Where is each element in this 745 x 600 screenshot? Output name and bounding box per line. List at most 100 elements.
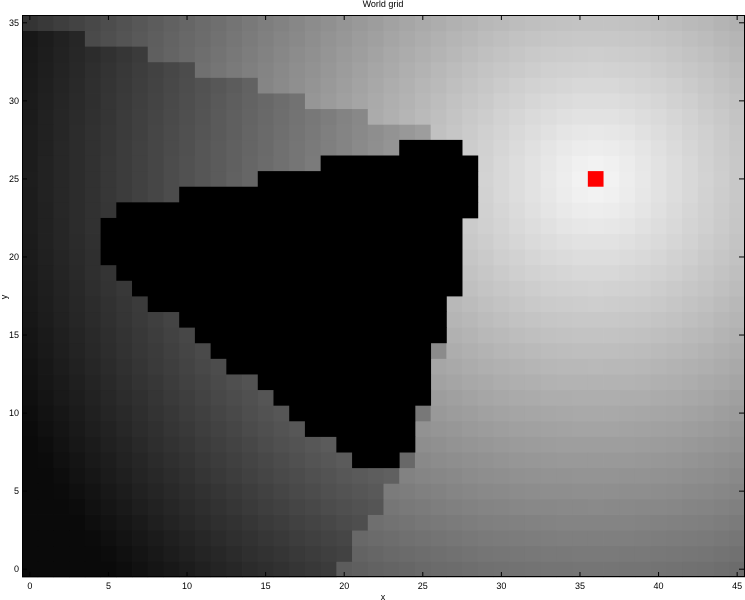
heatmap-cell <box>729 374 745 391</box>
x-tick-label: 40 <box>654 581 664 591</box>
heatmap-cell <box>572 342 589 359</box>
heatmap-cell <box>147 327 164 344</box>
heatmap-cell <box>53 93 70 110</box>
heatmap-cell <box>37 171 54 188</box>
heatmap-cell <box>383 467 400 484</box>
heatmap-cell <box>69 93 86 110</box>
heatmap-cell <box>210 514 227 531</box>
heatmap-cell <box>179 561 196 578</box>
heatmap-cell <box>163 77 180 94</box>
heatmap-cell <box>603 77 620 94</box>
heatmap-cell <box>210 46 227 63</box>
x-tick-label: 0 <box>27 581 32 591</box>
heatmap-cell <box>446 358 463 375</box>
heatmap-cell <box>493 233 510 250</box>
heatmap-cell <box>650 405 667 422</box>
heatmap-cell <box>383 93 400 110</box>
heatmap-cell <box>619 61 636 78</box>
heatmap-cell <box>37 77 54 94</box>
heatmap-cell <box>163 452 180 469</box>
heatmap-cell <box>53 30 70 47</box>
heatmap-cell <box>509 389 526 406</box>
heatmap-cell <box>713 467 730 484</box>
heatmap-cell <box>69 233 86 250</box>
heatmap-cell <box>53 296 70 313</box>
heatmap-cell <box>509 483 526 500</box>
heatmap-cell <box>587 280 604 297</box>
heatmap-cell <box>37 545 54 562</box>
heatmap-cell <box>713 545 730 562</box>
heatmap-cell <box>634 358 652 375</box>
heatmap-cell <box>367 30 384 47</box>
heatmap-cell <box>53 46 70 63</box>
heatmap-cell <box>462 30 479 47</box>
heatmap-cell <box>289 61 306 78</box>
heatmap-cell <box>666 358 683 375</box>
heatmap-cell <box>524 155 542 172</box>
heatmap-cell <box>210 545 227 562</box>
heatmap-cell <box>713 249 730 266</box>
x-axis-label: x <box>381 592 386 600</box>
heatmap-cell <box>619 545 636 562</box>
heatmap-cell <box>163 108 180 125</box>
heatmap-cell <box>634 545 652 562</box>
obstacle-row <box>273 389 432 406</box>
heatmap-cell <box>697 280 714 297</box>
heatmap-cell <box>100 186 117 203</box>
heatmap-cell <box>289 30 306 47</box>
heatmap-cell <box>37 452 54 469</box>
heatmap-cell <box>556 561 573 578</box>
heatmap-cell <box>572 545 589 562</box>
heatmap-cell <box>524 15 542 32</box>
heatmap-cell <box>22 498 39 515</box>
heatmap-cell <box>556 498 573 515</box>
heatmap-cell <box>556 296 573 313</box>
heatmap-cell <box>163 420 180 437</box>
heatmap-cell <box>540 186 557 203</box>
heatmap-cell <box>226 77 243 94</box>
heatmap-cell <box>399 124 416 141</box>
heatmap-cell <box>210 483 227 500</box>
heatmap-cell <box>619 139 636 156</box>
heatmap-cell <box>587 342 604 359</box>
heatmap-cell <box>22 483 39 500</box>
heatmap-cell <box>116 93 133 110</box>
heatmap-cell <box>336 93 353 110</box>
heatmap-cell <box>556 46 573 63</box>
heatmap-cell <box>493 514 510 531</box>
heatmap-cell <box>619 15 636 32</box>
heatmap-cell <box>163 186 180 203</box>
heatmap-cell <box>414 405 432 422</box>
heatmap-cell <box>587 108 604 125</box>
y-tick-label: 15 <box>9 330 19 340</box>
heatmap-cell <box>634 327 652 344</box>
heatmap-cell <box>352 93 369 110</box>
heatmap-cell <box>713 46 730 63</box>
heatmap-cell <box>367 514 384 531</box>
heatmap-cell <box>587 483 604 500</box>
heatmap-cell <box>603 217 620 234</box>
heatmap-cell <box>194 498 212 515</box>
heatmap-cell <box>587 405 604 422</box>
heatmap-cell <box>53 249 70 266</box>
heatmap-cell <box>53 327 70 344</box>
heatmap-cell <box>163 530 180 547</box>
heatmap-cell <box>729 452 745 469</box>
heatmap-cell <box>414 30 432 47</box>
heatmap-cell <box>399 514 416 531</box>
heatmap-cell <box>210 61 227 78</box>
heatmap-cell <box>682 280 699 297</box>
heatmap-cell <box>352 124 369 141</box>
target-marker <box>587 171 604 187</box>
heatmap-cell <box>320 545 337 562</box>
heatmap-cell <box>493 124 510 141</box>
heatmap-cell <box>556 327 573 344</box>
heatmap-cell <box>619 93 636 110</box>
heatmap-cell <box>383 514 400 531</box>
heatmap-cell <box>477 264 494 281</box>
heatmap-cell <box>446 498 463 515</box>
heatmap-cell <box>336 61 353 78</box>
heatmap-cell <box>462 61 479 78</box>
heatmap-cell <box>37 405 54 422</box>
heatmap-cell <box>446 296 463 313</box>
